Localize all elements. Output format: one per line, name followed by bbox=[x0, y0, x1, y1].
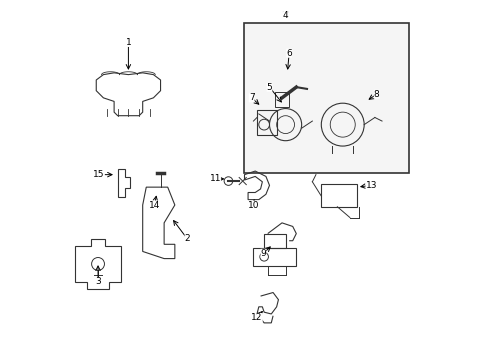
Text: 13: 13 bbox=[365, 181, 376, 190]
Text: 1: 1 bbox=[125, 38, 131, 47]
Text: 9: 9 bbox=[260, 249, 266, 258]
Text: 10: 10 bbox=[248, 201, 259, 210]
Bar bbox=[274, 93, 288, 107]
Text: 12: 12 bbox=[251, 313, 262, 322]
Text: 15: 15 bbox=[93, 170, 104, 179]
Text: 5: 5 bbox=[266, 83, 272, 92]
Bar bbox=[257, 111, 276, 135]
Text: 4: 4 bbox=[282, 11, 288, 20]
Bar bbox=[253, 248, 296, 266]
Bar bbox=[264, 234, 285, 248]
Bar bbox=[244, 23, 408, 173]
Bar bbox=[321, 184, 356, 207]
Text: 14: 14 bbox=[148, 201, 160, 210]
Text: 11: 11 bbox=[209, 175, 221, 184]
Text: 8: 8 bbox=[373, 90, 379, 99]
Text: 3: 3 bbox=[95, 277, 101, 286]
Text: 6: 6 bbox=[285, 49, 291, 58]
Text: 7: 7 bbox=[248, 93, 254, 102]
Text: 2: 2 bbox=[184, 234, 190, 243]
